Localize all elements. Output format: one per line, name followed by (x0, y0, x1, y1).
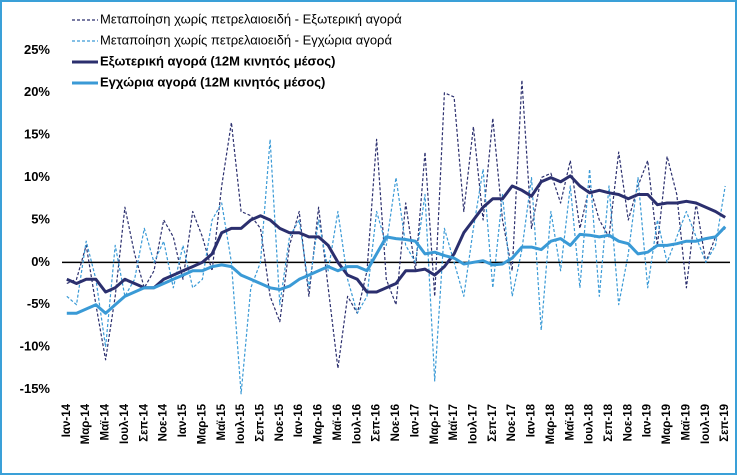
y-tick-label: -15% (20, 381, 51, 396)
series-line (66, 225, 727, 315)
x-tick-label: Ιουλ-17 (467, 404, 479, 444)
x-tick-label: Ιαν-17 (409, 404, 421, 437)
x-tick-label: Σεπ-16 (371, 404, 383, 442)
x-tick-label: Μαρ-17 (429, 404, 441, 444)
y-tick-label: -10% (20, 339, 51, 354)
x-tick-label: Μαρ-18 (545, 403, 557, 444)
x-tick-label: Ιαν-18 (526, 403, 538, 437)
x-tick-label: Ιαν-19 (642, 404, 654, 437)
legend-label: Εξωτερική αγορά (12Μ κινητός μέσος) (100, 53, 335, 68)
x-tick-label: Μαϊ-18 (564, 403, 576, 440)
x-tick-label: Σεπ-17 (487, 404, 499, 442)
x-tick-label: Ιαν-14 (61, 403, 73, 437)
x-tick-label: Νοε-15 (274, 403, 286, 441)
x-tick-label: Ιαν-16 (293, 404, 305, 437)
x-tick-label: Νοε-18 (622, 403, 634, 441)
legend-label: Μεταποίηση χωρίς πετρελαιοειδή - Εξωτερι… (100, 11, 402, 26)
x-tick-label: Μαϊ-17 (448, 404, 460, 440)
x-tick-label: Ιουλ-19 (700, 404, 712, 444)
x-tick-label: Νοε-17 (506, 404, 518, 441)
x-tick-label: Ιαν-15 (177, 403, 189, 437)
x-tick-label: Νοε-16 (390, 404, 402, 441)
y-tick-label: 15% (24, 127, 50, 142)
x-tick-label: Σεπ-15 (254, 403, 266, 441)
legend-label: Μεταποίηση χωρίς πετρελαιοειδή - Εγχώρια… (100, 32, 392, 47)
x-tick-label: Μαρ-14 (80, 403, 92, 444)
y-tick-label: 25% (24, 42, 50, 57)
y-tick-label: 20% (24, 84, 50, 99)
x-tick-label: Σεπ-18 (603, 403, 615, 441)
x-tick-label: Νοε-14 (158, 403, 170, 441)
x-tick-label: Μαρ-19 (661, 404, 673, 444)
series-line (66, 174, 726, 294)
x-tick-label: Ιουλ-18 (584, 403, 596, 444)
x-tick-label: Μαϊ-15 (216, 403, 228, 440)
y-tick-label: 5% (31, 211, 50, 226)
x-tick-label: Σεπ-14 (138, 403, 150, 441)
x-tick-label: Σεπ-19 (719, 404, 731, 442)
x-tick-label: Μαρ-15 (196, 403, 208, 444)
x-tick-label: Μαϊ-16 (332, 404, 344, 440)
x-tick-label: Ιουλ-14 (119, 403, 131, 444)
y-tick-label: 0% (31, 254, 50, 269)
y-tick-label: 10% (24, 169, 50, 184)
y-tick-label: -5% (27, 296, 51, 311)
legend-label: Εγχώρια αγορά (12Μ κινητός μέσος) (100, 74, 325, 89)
x-tick-label: Ιουλ-15 (235, 403, 247, 444)
x-tick-label: Μαϊ-14 (100, 403, 112, 440)
x-tick-label: Ιουλ-16 (351, 404, 363, 444)
x-tick-label: Μαϊ-19 (680, 404, 692, 440)
x-tick-label: Μαρ-16 (313, 404, 325, 444)
